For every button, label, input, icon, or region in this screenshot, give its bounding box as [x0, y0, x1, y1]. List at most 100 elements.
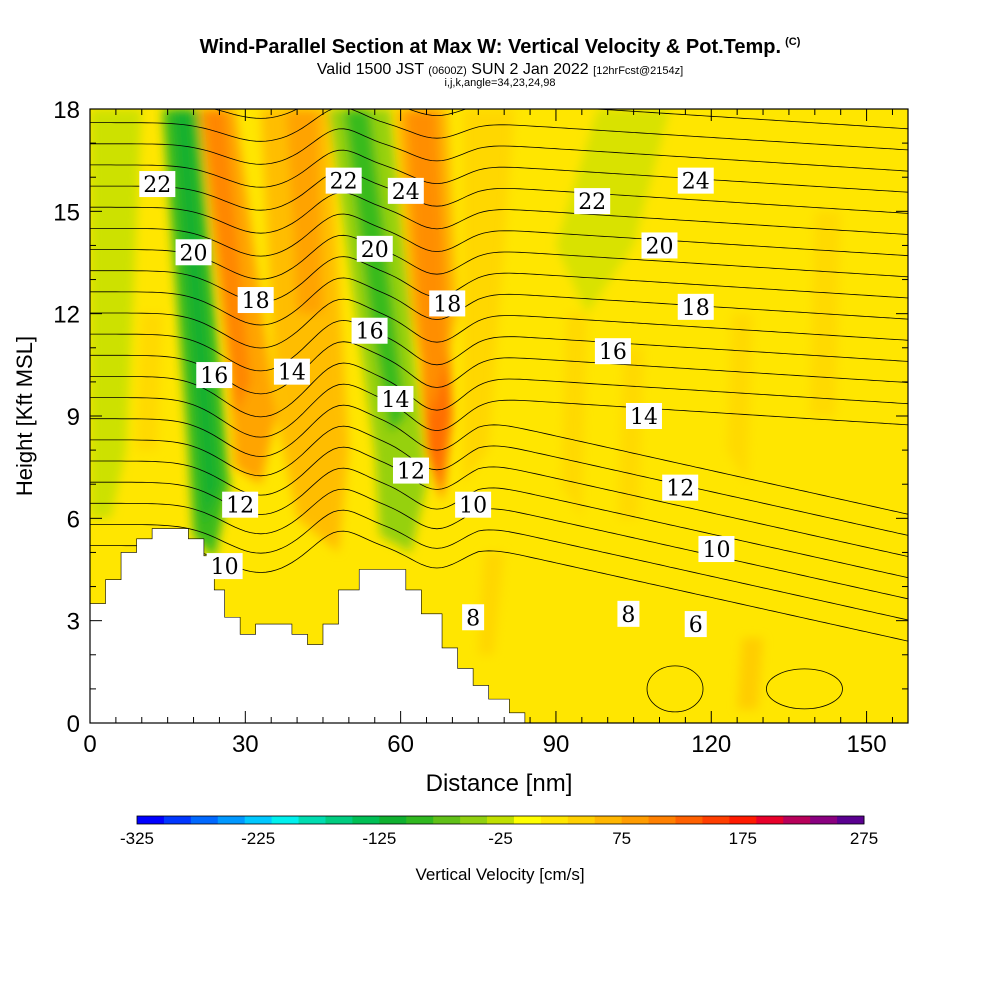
colorbar-tick-labels: -325 -225 -125 -25 75 175 275 [120, 829, 878, 848]
contour-label: 14 [273, 358, 310, 386]
x-tick-label: 150 [847, 731, 887, 758]
colorbar-tick-label: -25 [488, 829, 513, 848]
theta-contour [90, 446, 908, 557]
theta-contour [90, 192, 908, 235]
plot-area [90, 0, 908, 723]
velocity-band [286, 109, 323, 314]
y-tick-label: 6 [67, 506, 80, 533]
colorbar-swatch [487, 816, 515, 824]
contour-label: 10 [698, 536, 735, 563]
contour-label-text: 12 [666, 477, 694, 502]
theta-contour [90, 256, 908, 303]
theta-contour [90, 44, 908, 87]
contour-label-text: 24 [392, 180, 420, 205]
velocity-band [172, 109, 220, 526]
velocity-band [726, 313, 753, 485]
theta-contour [90, 170, 908, 214]
theta-contour [90, 213, 908, 257]
colorbar-swatch [567, 816, 596, 824]
contour-label-text: 16 [599, 340, 627, 365]
contour-label-box [139, 171, 176, 198]
chart-subtitle: Valid 1500 JST (0600Z) SUN 2 Jan 2022 [1… [316, 61, 684, 78]
contour-label-text: 24 [682, 170, 710, 195]
y-tick-labels: 0 3 6 9 12 15 18 [53, 97, 80, 738]
theta-contour [90, 109, 908, 151]
colorbar-tick-label: -125 [362, 829, 396, 848]
contour-label-box [356, 235, 393, 262]
contour-label: 20 [356, 235, 393, 263]
colorbar-swatch [325, 816, 353, 824]
contour-label-box [677, 293, 714, 320]
x-axis-label: Distance [nm] [426, 770, 573, 797]
theta-contour [90, 488, 908, 600]
theta-contour [90, 362, 908, 418]
contour-label: 12 [662, 474, 699, 502]
contour-label-text: 14 [278, 361, 306, 386]
contour-label: 10 [206, 553, 243, 580]
terrain [90, 528, 526, 723]
colorbar-swatch [837, 816, 865, 824]
contour-label-box [594, 338, 631, 365]
colorbar-label: Vertical Velocity [cm/s] [415, 865, 584, 884]
velocity-band [737, 637, 764, 710]
contour-label-box [455, 491, 492, 518]
colorbar-swatch [810, 816, 838, 824]
theta-contour [90, 0, 908, 2]
contour-label-text: 20 [180, 241, 208, 266]
colorbar-tick-label: 175 [729, 829, 757, 848]
colorbar-swatch [190, 816, 219, 824]
grid-info: i,j,k,angle=34,23,24,98 [444, 77, 556, 89]
contour-label: 22 [139, 171, 176, 198]
contour-label: 12 [392, 457, 429, 485]
colorbar-swatch [783, 816, 811, 824]
y-axis-label: Height [Kft MSL] [12, 336, 37, 496]
contour-label: 18 [237, 287, 274, 314]
contour-label-box [175, 239, 212, 266]
colorbar [136, 815, 865, 825]
velocity-band [260, 109, 349, 553]
theta-contour [90, 425, 908, 536]
contour-label-text: 20 [645, 234, 673, 259]
contour-label: 20 [175, 239, 212, 266]
contour-labels: 22 20 18 16 14 12 10 22 24 20 16 18 14 12 10 8 22 24 20 18 1… [139, 167, 735, 638]
contour-label: 8 [617, 600, 640, 628]
y-tick-label: 15 [53, 199, 80, 226]
contour-label-text: 10 [702, 538, 730, 563]
contour-label-box [698, 536, 735, 563]
colorbar-swatch [594, 816, 623, 824]
contour-label-box [387, 177, 424, 204]
colorbar-swatch [621, 816, 650, 824]
contour-label-box [392, 457, 429, 484]
x-tick-labels: 0 30 60 90 120 150 [83, 731, 886, 758]
copyright-mark: (C) [785, 36, 801, 49]
colorbar-tick-label: -325 [120, 829, 154, 848]
contour-label-box [462, 604, 485, 631]
contour-label: 22 [325, 167, 362, 195]
axis-ticks [89, 108, 908, 724]
contour-label-text: 10 [459, 494, 487, 519]
y-tick-label: 0 [67, 711, 80, 738]
theta-contour [90, 22, 908, 65]
colorbar-frame [136, 815, 865, 825]
contour-label: 12 [222, 491, 259, 519]
contour-label-box [429, 290, 466, 317]
colorbar-tick-label: 75 [612, 829, 631, 848]
colorbar-swatch [460, 816, 488, 824]
terrain-outline [90, 528, 526, 723]
contour-label: 18 [429, 290, 466, 317]
colorbar-swatch [702, 816, 730, 824]
theta-contour [646, 665, 704, 713]
theta-contour [212, 109, 908, 130]
velocity-band [462, 109, 515, 485]
velocity-band [478, 552, 505, 655]
contour-label-text: 14 [630, 405, 658, 430]
colorbar-swatch [406, 816, 434, 824]
terrain-shape [90, 528, 525, 723]
contour-label-box [206, 553, 243, 580]
contour-label: 24 [387, 177, 424, 205]
contour-label-text: 22 [578, 190, 606, 215]
contour-label: 20 [641, 232, 678, 259]
contour-label: 24 [677, 167, 714, 195]
contour-label: 14 [625, 403, 662, 430]
colorbar-swatch [163, 816, 192, 824]
